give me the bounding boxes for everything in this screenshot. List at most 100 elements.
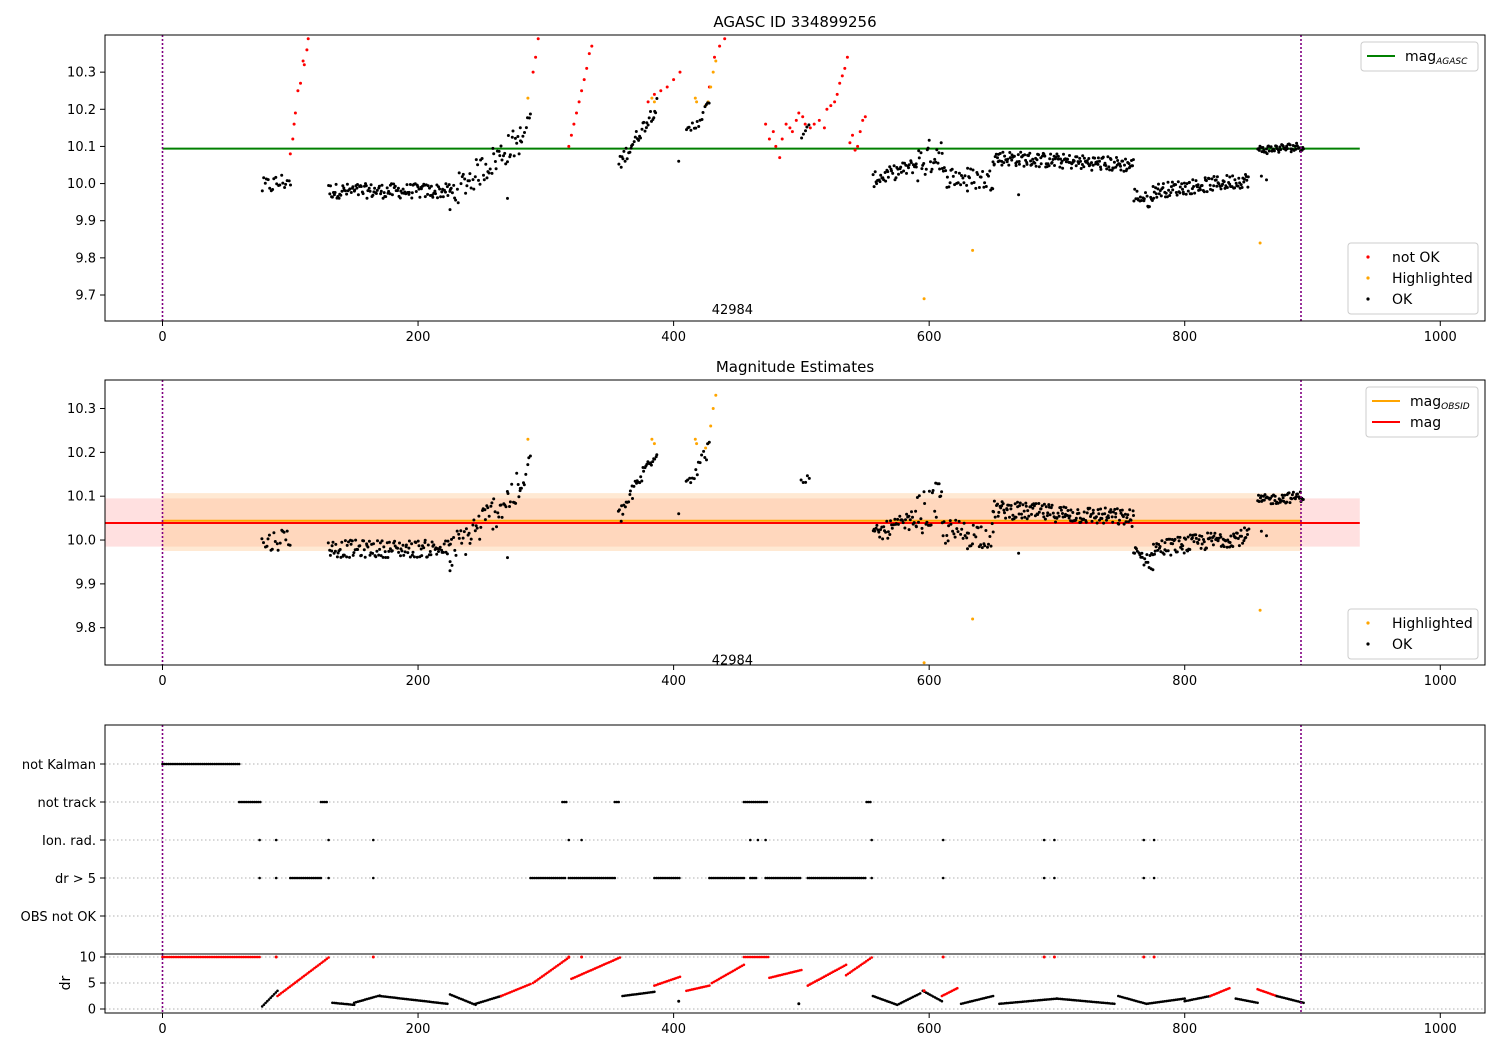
- okpoint: [1030, 162, 1034, 166]
- flag-point: [670, 876, 673, 880]
- okpoint: [1202, 538, 1205, 541]
- okpoint: [383, 550, 387, 554]
- okpoint: [528, 454, 532, 458]
- flag-point: [581, 876, 584, 880]
- okpoint: [885, 519, 889, 523]
- highlightedpoint: [971, 248, 975, 252]
- okpoint: [976, 526, 980, 530]
- okpoint: [961, 176, 965, 180]
- okpoint: [1125, 167, 1129, 171]
- okpoint: [963, 534, 967, 538]
- okpoint: [1166, 180, 1170, 184]
- okpoint: [487, 514, 491, 518]
- flag-point: [540, 876, 544, 880]
- okpoint: [971, 523, 975, 527]
- okpoint: [340, 540, 344, 544]
- okpoint: [1236, 184, 1240, 188]
- okpoint: [514, 501, 518, 505]
- okpoint: [907, 528, 911, 532]
- okpoint: [1184, 537, 1188, 541]
- flag-point: [746, 800, 749, 804]
- okpoint: [382, 191, 386, 195]
- okpoint: [347, 540, 350, 544]
- flag-point: [613, 876, 617, 880]
- okpoint: [1068, 514, 1072, 518]
- okpoint: [461, 536, 465, 540]
- okpoint: [339, 193, 343, 197]
- okpoint: [1228, 541, 1232, 544]
- not-okpoint: [764, 122, 768, 126]
- okpoint: [632, 484, 636, 488]
- flag-point: [713, 876, 717, 880]
- okpoint: [1205, 190, 1209, 194]
- okpoint: [911, 515, 914, 519]
- okpoint: [369, 183, 373, 187]
- okpoint: [1215, 175, 1219, 179]
- okpoint: [479, 525, 483, 529]
- okpoint: [804, 480, 808, 484]
- okpoint: [801, 481, 805, 484]
- flag-point: [573, 876, 576, 880]
- okpoint: [698, 461, 702, 465]
- dr-axis-label: dr: [58, 975, 74, 990]
- legend-subscript: AGASC: [1435, 57, 1468, 67]
- okpoint: [1011, 513, 1015, 517]
- okpoint: [1265, 152, 1269, 156]
- not-okpoint: [833, 100, 837, 104]
- okpoint: [1211, 188, 1215, 192]
- okpoint: [940, 151, 944, 155]
- okpoint: [1151, 185, 1155, 188]
- okpoint: [1216, 539, 1220, 543]
- okpoint: [1131, 509, 1135, 513]
- okpoint: [465, 184, 469, 188]
- dr-point: [1042, 955, 1046, 959]
- okpoint: [495, 525, 498, 529]
- okpoint: [628, 489, 632, 493]
- okpoint: [961, 536, 965, 540]
- okpoint: [923, 172, 927, 176]
- okpoint: [420, 554, 424, 558]
- okpoint: [1237, 176, 1241, 180]
- okpoint: [1008, 151, 1012, 154]
- okpoint: [1157, 542, 1161, 546]
- flag-point: [319, 876, 323, 880]
- y-tick-label: 9.8: [75, 251, 96, 266]
- okpoint: [1090, 519, 1094, 523]
- okpoint: [972, 181, 976, 184]
- okpoint: [952, 532, 956, 536]
- okpoint: [1127, 162, 1131, 166]
- okpoint: [472, 187, 476, 191]
- okpoint: [476, 163, 480, 167]
- okpoint: [366, 545, 370, 549]
- dr-point: [558, 962, 562, 966]
- okpoint: [1026, 509, 1030, 513]
- okpoint: [1293, 144, 1297, 148]
- okpoint: [907, 166, 910, 170]
- okpoint: [349, 191, 353, 194]
- okpoint: [273, 540, 277, 543]
- okpoint: [483, 508, 487, 512]
- okpoint: [1288, 501, 1292, 505]
- okpoint: [506, 134, 510, 137]
- dr-point: [269, 996, 273, 999]
- okpoint: [468, 541, 472, 545]
- dr-point: [567, 955, 571, 959]
- okpoint: [976, 173, 980, 176]
- okpoint: [1003, 511, 1006, 515]
- flag-point: [592, 876, 596, 880]
- flag-point: [862, 876, 865, 880]
- okpoint: [436, 196, 439, 200]
- okpoint: [1094, 515, 1098, 519]
- okpoint: [1162, 552, 1166, 556]
- okpoint: [700, 118, 704, 121]
- okpoint: [916, 179, 920, 183]
- okpoint: [375, 549, 379, 553]
- okpoint: [450, 563, 454, 567]
- flag-point: [203, 762, 206, 766]
- okpoint: [260, 537, 264, 541]
- flag-point: [191, 762, 195, 766]
- highlightedpoint: [695, 442, 699, 446]
- flag-point: [211, 762, 214, 766]
- flag-point: [258, 838, 261, 842]
- okpoint: [960, 527, 964, 531]
